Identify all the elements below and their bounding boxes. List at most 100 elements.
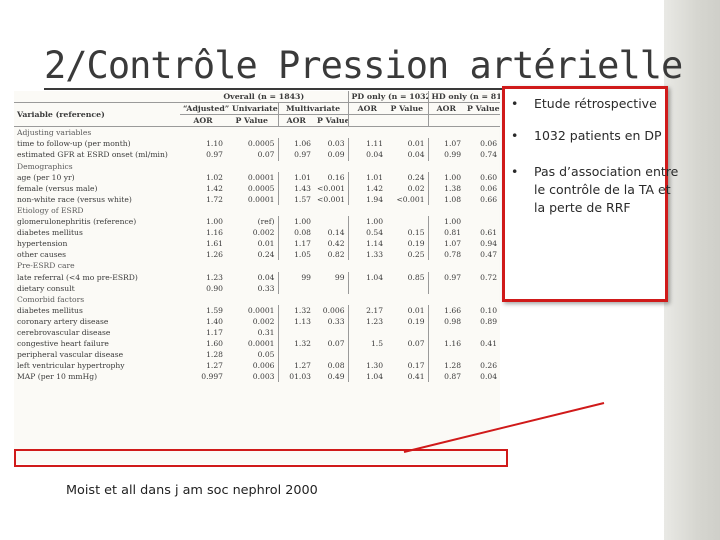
table-cell: 1.42 <box>347 182 387 194</box>
column-header-blank <box>464 114 500 128</box>
column-header-pvalue: P Value <box>226 114 278 128</box>
title-underline <box>44 88 604 90</box>
table-cell: 0.01 <box>257 239 275 249</box>
table-row: estimated GFR at ESRD onset (ml/min) 0.97… <box>14 149 500 161</box>
table-cell: 1.28 <box>427 360 465 372</box>
table-cell <box>277 326 314 339</box>
table-cell: 0.04 <box>257 272 275 282</box>
table-cell: 0.41 <box>480 339 498 349</box>
section-label: Comorbid factors <box>17 294 85 304</box>
table-cell: 0.81 <box>427 227 465 239</box>
table-cell: 1.27 <box>277 360 314 372</box>
table-section-row: Adjusting variables <box>14 127 500 139</box>
table-cell <box>277 349 314 361</box>
table-cell: 0.002 <box>252 316 275 326</box>
table-cell: 1.32 <box>277 338 314 350</box>
table-cell: 1.06 <box>277 138 314 150</box>
table-cell: 1.23 <box>347 315 387 327</box>
table-cell <box>386 349 428 360</box>
table-cell: 0.04 <box>347 149 387 161</box>
table-cell: 1.17 <box>206 327 223 337</box>
row-label: female (versus male) <box>17 183 98 193</box>
table-cell: 0.08 <box>277 227 314 239</box>
table-row: glomerulonephritis (reference) 1.00 (ref) 1… <box>14 216 500 228</box>
row-label: cerebrovascular disease <box>17 327 111 337</box>
table-cell: 0.0001 <box>247 194 275 204</box>
table-cell: 1.5 <box>347 338 387 350</box>
table-cell: 0.47 <box>480 250 498 260</box>
bullet-dot-icon: • <box>511 96 519 111</box>
table-cell: 0.33 <box>257 283 275 293</box>
table-cell: 0.006 <box>322 305 345 315</box>
table-cell: 0.15 <box>407 228 425 238</box>
row-label: age (per 10 yr) <box>17 172 75 182</box>
table-cell: 1.42 <box>206 183 223 193</box>
table-cell: 1.11 <box>347 138 387 150</box>
table-cell: 1.43 <box>277 182 314 194</box>
table-cell: 0.31 <box>257 327 275 337</box>
table-cell: 1.60 <box>206 339 223 349</box>
table-body: Adjusting variables time to follow-up (pe… <box>14 127 500 383</box>
row-label: congestive heart failure <box>17 339 109 349</box>
row-label: dietary consult <box>17 283 75 293</box>
slide-title: 2/Contrôle Pression artérielle <box>44 44 683 87</box>
table-cell: 1.40 <box>206 316 223 326</box>
table-cell: 1.26 <box>206 250 223 260</box>
table-row: diabetes mellitus 1.59 0.0001 1.32 0.006 2.17… <box>14 304 500 316</box>
table-cell: 0.24 <box>407 172 425 182</box>
table-cell: 0.85 <box>407 272 425 282</box>
summary-callout-box: • Etude rétrospective • 1032 patients en… <box>502 86 678 302</box>
table-cell: 1.04 <box>347 371 387 383</box>
table-cell <box>347 349 387 361</box>
row-label: hypertension <box>17 239 68 249</box>
table-cell: 0.94 <box>480 239 498 249</box>
column-header-pvalue: P Value <box>314 114 349 128</box>
callout-bullet-text: 1032 patients en DP <box>534 128 662 143</box>
group-header-hd: HD only (n = 811) <box>427 91 500 104</box>
table-cell: 99 <box>277 271 314 283</box>
table-cell: 1.00 <box>427 171 465 183</box>
table-cell: 1.08 <box>427 193 465 205</box>
table-cell <box>427 349 465 361</box>
study-table-image: Overall (n = 1843) PD only (n = 1032) HD… <box>14 91 500 464</box>
column-header-aor: AOR <box>277 114 314 128</box>
table-cell <box>314 283 348 294</box>
table-row: MAP (per 10 mmHg) 0.997 0.003 01.03 0.49 1.04… <box>14 371 500 383</box>
table-cell <box>464 349 500 360</box>
table-cell: 0.98 <box>427 315 465 327</box>
table-cell: 0.82 <box>327 250 345 260</box>
table-cell: 0.06 <box>480 183 498 193</box>
table-cell: 0.87 <box>427 371 465 383</box>
table-cell: 0.06 <box>480 139 498 149</box>
table-cell: 1.38 <box>427 182 465 194</box>
table-cell <box>347 326 387 339</box>
table-cell <box>464 327 500 338</box>
table-cell: 0.01 <box>407 139 425 149</box>
group-header-overall: Overall (n = 1843) <box>180 91 349 104</box>
table-row: peripheral vascular disease 1.28 0.05 <box>14 349 500 361</box>
table-cell <box>347 282 387 294</box>
table-cell: 1.66 <box>427 304 465 316</box>
table-cell: 0.19 <box>407 239 425 249</box>
column-header-blank <box>427 114 465 128</box>
table-row: congestive heart failure 1.60 0.0001 1.32 0.… <box>14 338 500 350</box>
table-cell <box>386 327 428 338</box>
table-cell: 0.03 <box>327 139 345 149</box>
table-cell: <0.001 <box>396 194 425 204</box>
callout-bullet-text: Pas d’association entre le contrôle de l… <box>534 164 679 215</box>
table-cell: <0.001 <box>317 183 346 193</box>
table-cell: 0.14 <box>327 228 345 238</box>
callout-bullet-text: Etude rétrospective <box>534 96 657 111</box>
table-cell: 0.49 <box>327 372 345 382</box>
table-cell: 1.30 <box>347 360 387 372</box>
table-cell: 1.16 <box>206 228 223 238</box>
table-cell: 1.02 <box>206 172 223 182</box>
table-cell: 0.002 <box>252 228 275 238</box>
table-cell <box>386 216 428 227</box>
table-corner <box>14 91 180 104</box>
table-cell: 0.26 <box>480 361 498 371</box>
map-row-highlight <box>14 449 508 467</box>
table-cell: 1.59 <box>206 305 223 315</box>
column-header-aor: AOR <box>427 102 465 116</box>
table-row: hypertension 1.61 0.01 1.17 0.42 1.14 0.19 1.07… <box>14 238 500 250</box>
